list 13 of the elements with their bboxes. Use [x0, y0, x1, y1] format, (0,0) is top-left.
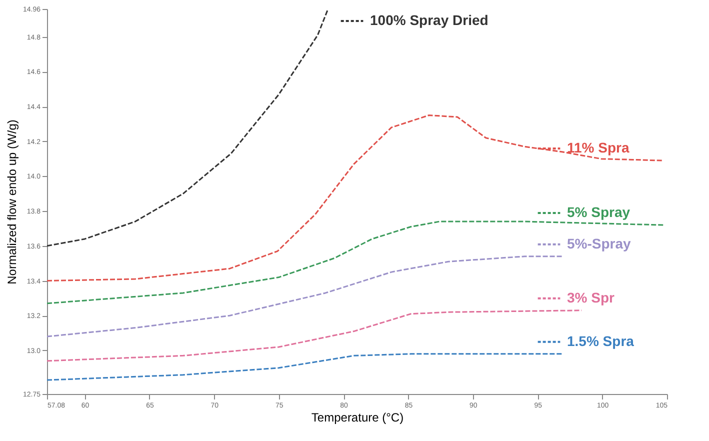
y-axis-title: Normalized flow endo up (W/g): [4, 120, 19, 284]
line-series: [47, 9, 329, 247]
legend-label: 100% Spray Dried: [370, 12, 488, 28]
x-axis-title: Temperature (°C): [311, 410, 404, 424]
legend-label: 1.5% Spra: [567, 332, 634, 349]
legend-label: 5% Spray: [567, 204, 630, 220]
legend-label: 5%-Spray: [567, 235, 632, 252]
line-series: [47, 353, 563, 381]
line-series: [47, 256, 563, 338]
line-series: [47, 114, 664, 282]
legend-label: 3% Spr: [567, 289, 616, 306]
legend-label: 11% Spra: [567, 140, 630, 156]
line-series: [47, 220, 664, 304]
